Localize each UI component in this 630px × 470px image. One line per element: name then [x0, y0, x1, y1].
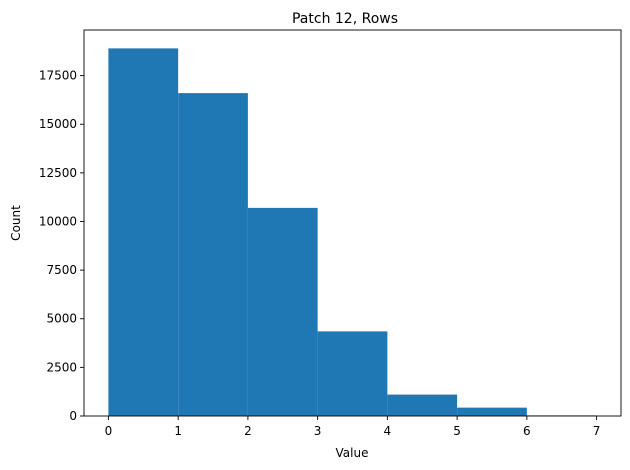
- y-tick-label-4: 10000: [39, 214, 77, 228]
- y-tick-label-0: 0: [69, 409, 77, 423]
- x-tick-label-3: 3: [314, 424, 322, 438]
- histogram-bar-2: [247, 207, 318, 416]
- bars-group: [108, 48, 597, 416]
- x-tick-label-6: 6: [523, 424, 531, 438]
- y-axis-label: Count: [9, 205, 23, 241]
- x-tick-label-2: 2: [244, 424, 252, 438]
- y-tick-label-2: 5000: [46, 312, 77, 326]
- y-tick-label-6: 15000: [39, 117, 77, 131]
- x-axis-ticks: 0 1 2 3 4 5 6 7: [105, 416, 601, 438]
- x-axis-label: Value: [336, 446, 369, 460]
- y-tick-label-5: 12500: [39, 166, 77, 180]
- x-tick-label-1: 1: [174, 424, 182, 438]
- histogram-bar-3: [317, 331, 388, 416]
- histogram-bar-0: [108, 48, 179, 416]
- histogram-bar-4: [387, 394, 458, 416]
- histogram-bar-5: [457, 407, 527, 416]
- y-axis-ticks: 0 2500 5000 7500 10000 12500 15000 17500: [39, 69, 84, 423]
- histogram-bar-1: [178, 93, 248, 416]
- plot-frame: [83, 29, 622, 417]
- x-tick-label-5: 5: [453, 424, 461, 438]
- x-tick-label-7: 7: [593, 424, 601, 438]
- y-tick-label-3: 7500: [46, 263, 77, 277]
- x-tick-label-4: 4: [384, 424, 392, 438]
- y-tick-label-1: 2500: [46, 360, 77, 374]
- x-tick-label-0: 0: [105, 424, 113, 438]
- y-tick-label-7: 17500: [39, 69, 77, 83]
- chart-title: Patch 12, Rows: [292, 11, 398, 27]
